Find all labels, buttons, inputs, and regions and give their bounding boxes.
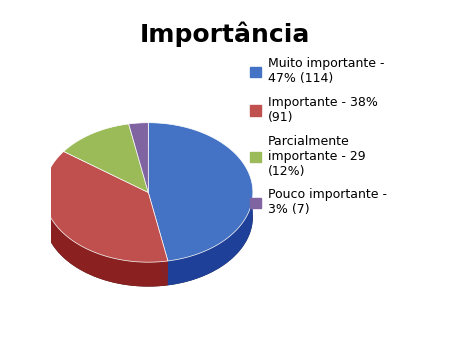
Polygon shape <box>148 123 253 261</box>
Polygon shape <box>129 123 148 192</box>
Text: Importância: Importância <box>140 22 310 47</box>
Polygon shape <box>168 196 253 285</box>
Polygon shape <box>44 151 168 262</box>
Polygon shape <box>148 192 168 285</box>
Polygon shape <box>63 124 148 192</box>
Ellipse shape <box>44 147 253 287</box>
Polygon shape <box>148 192 168 285</box>
Legend: Muito importante -
47% (114), Importante - 38%
(91), Parcialmente
importante - 2: Muito importante - 47% (114), Importante… <box>245 52 392 221</box>
Polygon shape <box>44 193 168 287</box>
